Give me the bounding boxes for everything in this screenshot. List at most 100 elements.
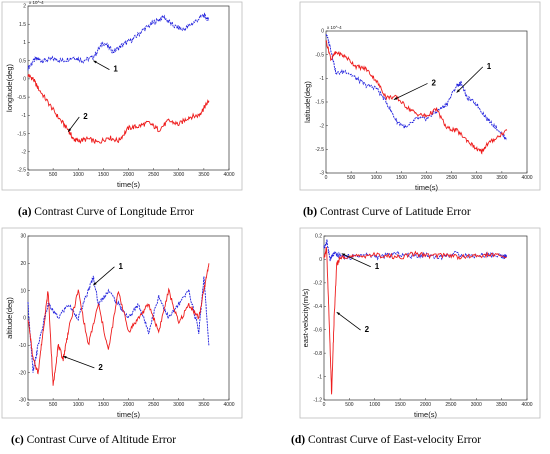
y-tick-label: 0.5 xyxy=(19,58,26,64)
y-tick-label: 10 xyxy=(20,288,26,294)
series-line-2 xyxy=(27,73,210,145)
y-axis-label: latitude(deg) xyxy=(303,81,312,123)
y-tick-label: 0 xyxy=(321,29,324,35)
y-tick-label: 1 xyxy=(23,40,26,46)
x-tick-label: 1500 xyxy=(98,402,109,408)
plot-area xyxy=(27,5,230,171)
annotation-arrowhead xyxy=(341,253,346,257)
caption-c: (c) Contrast Curve of Altitude Error xyxy=(11,434,177,446)
series-line-2 xyxy=(325,40,508,155)
y-tick-label: -30 xyxy=(19,398,26,404)
y-axis-label: east-velocity(m/s) xyxy=(301,288,310,347)
y-tick-label: -0.2 xyxy=(313,281,322,287)
y-tick-label: -1 xyxy=(320,76,325,82)
x-tick-label: 3500 xyxy=(496,402,507,408)
x-tick-label: 1000 xyxy=(73,402,84,408)
y-tick-label: -1.5 xyxy=(315,100,324,106)
x-tick-label: 3000 xyxy=(471,175,482,181)
series-line-1 xyxy=(323,239,508,262)
x-tick-label: 1500 xyxy=(396,175,407,181)
chart-panel-3: 0 500 1000 1500 2000 2500 3000 3500 4000 -1.2 -1 -0… xyxy=(299,227,541,419)
y-axis-label: altitude(deg) xyxy=(5,297,14,339)
x-tick-label: 500 xyxy=(49,172,58,178)
plot-area xyxy=(325,30,528,174)
y-tick-label: 0 xyxy=(23,77,26,83)
caption-b: (b) Contrast Curve of Latitude Error xyxy=(303,206,471,218)
y-tick-label: -3 xyxy=(320,171,325,177)
y-tick-label: 1.5 xyxy=(19,22,26,28)
annotation-label: 2 xyxy=(98,363,103,372)
x-tick-label: 3000 xyxy=(471,402,482,408)
x-tick-label: 3000 xyxy=(173,172,184,178)
y-tick-label: -2 xyxy=(22,149,27,155)
y-tick-label: -1 xyxy=(318,374,323,380)
x-tick-label: 0 xyxy=(323,402,326,408)
x-tick-label: 1000 xyxy=(371,175,382,181)
annotation-label: 1 xyxy=(375,262,380,271)
annotation-arrowhead xyxy=(63,356,67,359)
x-tick-label: 4000 xyxy=(521,175,532,181)
panel-frame xyxy=(299,227,541,419)
y-tick-label: -20 xyxy=(19,370,26,376)
panel-frame xyxy=(1,227,243,419)
y-tick-label: -1 xyxy=(22,113,27,119)
x-tick-label: 2000 xyxy=(421,175,432,181)
panel-frame xyxy=(299,1,541,191)
y-tick-label: -2.5 xyxy=(17,168,26,174)
series-line-1 xyxy=(27,12,210,71)
y-tick-label: 0.2 xyxy=(315,234,322,240)
y-tick-label: 20 xyxy=(20,261,26,267)
x-axis-label: time(s) xyxy=(117,180,140,189)
y-tick-label: 0 xyxy=(23,316,26,322)
annotation-arrowhead xyxy=(93,282,97,286)
x-tick-label: 0 xyxy=(27,172,30,178)
y-tick-label: -0.6 xyxy=(313,327,322,333)
x-tick-label: 4000 xyxy=(521,402,532,408)
annotation-arrowhead xyxy=(68,128,72,132)
y-axis-label: longitude(deg) xyxy=(5,64,14,112)
annotation-label: 1 xyxy=(487,62,492,71)
chart-panel-0: 0 500 1000 1500 2000 2500 3000 3500 4000 -2.5 -2 -1… xyxy=(1,0,243,191)
y-tick-label: -2 xyxy=(320,123,325,129)
x-tick-label: 4000 xyxy=(223,402,234,408)
y-tick-label: -0.5 xyxy=(315,52,324,58)
y-tick-label: 2 xyxy=(23,4,26,10)
annotation-label: 2 xyxy=(432,78,437,87)
x-tick-label: 3500 xyxy=(496,175,507,181)
annotation-arrowhead xyxy=(93,60,97,64)
x-tick-label: 4000 xyxy=(223,172,234,178)
y-tick-label: -0.5 xyxy=(17,95,26,101)
x-tick-label: 2000 xyxy=(123,172,134,178)
x-axis-label: time(s) xyxy=(117,410,140,419)
plot-area xyxy=(323,235,528,401)
x-tick-label: 1500 xyxy=(395,402,406,408)
x-tick-label: 2500 xyxy=(148,402,159,408)
y-tick-label: -1.2 xyxy=(313,398,322,404)
x-tick-label: 500 xyxy=(49,402,58,408)
x-tick-label: 0 xyxy=(325,175,328,181)
caption-a: (a) Contrast Curve of Longitude Error xyxy=(18,206,194,218)
x-tick-label: 1500 xyxy=(98,172,109,178)
x-tick-label: 2500 xyxy=(148,172,159,178)
annotation-arrow xyxy=(63,355,95,369)
y-multiplier-label: x 10^-4 xyxy=(327,25,342,30)
x-tick-label: 2500 xyxy=(445,402,456,408)
series-line-2 xyxy=(27,263,210,386)
annotation-arrow xyxy=(456,66,484,93)
annotation-arrowhead xyxy=(336,312,341,316)
annotation-label: 2 xyxy=(83,112,88,121)
x-tick-label: 2000 xyxy=(123,402,134,408)
x-tick-label: 3500 xyxy=(198,402,209,408)
y-tick-label: -10 xyxy=(19,343,26,349)
annotation-label: 1 xyxy=(113,65,118,74)
x-axis-label: time(s) xyxy=(414,410,437,419)
y-tick-label: 0 xyxy=(319,257,322,263)
chart-panel-1: 0 500 1000 1500 2000 2500 3000 3500 4000 -3 -2.5 -2… xyxy=(299,1,541,192)
panel-frame xyxy=(1,1,243,191)
series-line-2 xyxy=(323,246,507,395)
annotation-arrow xyxy=(336,311,361,331)
y-tick-label: -0.8 xyxy=(313,351,322,357)
y-multiplier-label: x 10^-4 xyxy=(29,0,44,5)
y-tick-label: -0.4 xyxy=(313,304,322,310)
